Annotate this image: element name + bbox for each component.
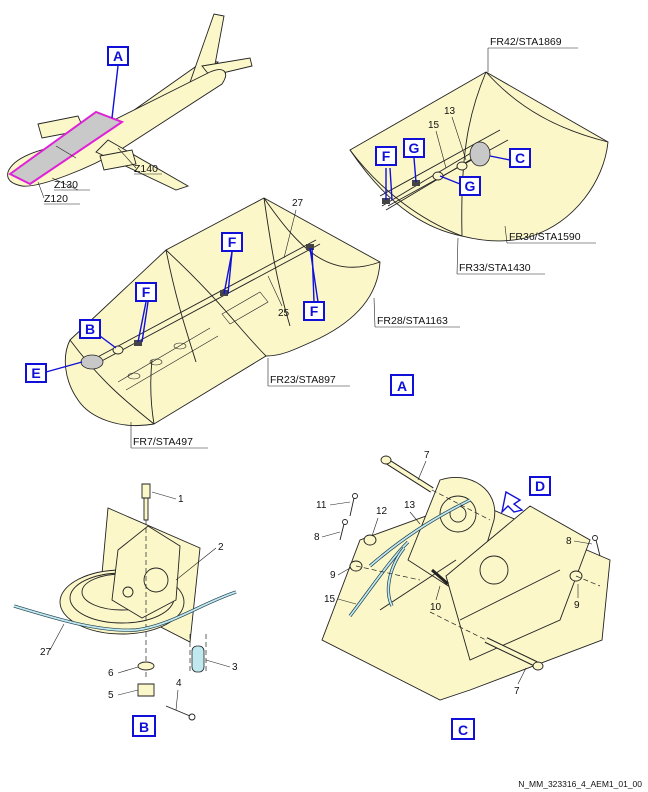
item-27-forward: 27 bbox=[292, 198, 304, 209]
view-label-c: C bbox=[451, 718, 475, 740]
svg-text:B: B bbox=[139, 719, 149, 735]
zone-label-z130: Z130 bbox=[54, 179, 78, 191]
callout-c-aft: C bbox=[509, 148, 531, 168]
item-8-left: 8 bbox=[314, 532, 320, 543]
svg-text:A: A bbox=[113, 48, 123, 64]
item-6-detail-b: 6 bbox=[108, 668, 114, 679]
frame-fr36: FR36/STA1590 bbox=[509, 231, 581, 243]
detail-c-bracket-assembly bbox=[321, 455, 611, 701]
item-1-detail-b: 1 bbox=[178, 494, 184, 505]
item-27-detail-b: 27 bbox=[40, 647, 52, 658]
callout-f-forward-upper: F bbox=[221, 232, 243, 252]
forward-fuselage-section bbox=[64, 197, 381, 426]
svg-text:G: G bbox=[409, 140, 420, 156]
zone-label-z120: Z120 bbox=[44, 193, 68, 205]
view-label-a: A bbox=[390, 374, 414, 396]
svg-text:C: C bbox=[515, 150, 525, 166]
svg-text:G: G bbox=[465, 178, 476, 194]
svg-text:F: F bbox=[142, 284, 151, 300]
item-13-aft: 13 bbox=[444, 106, 456, 117]
callout-f-aft: F bbox=[375, 146, 397, 166]
item-3-detail-b: 3 bbox=[232, 662, 238, 673]
item-4-detail-b: 4 bbox=[176, 678, 182, 689]
svg-text:C: C bbox=[458, 722, 468, 738]
item-10-detail-c: 10 bbox=[430, 602, 442, 613]
callout-a-aircraft: A bbox=[107, 46, 129, 66]
callout-d-detail-c: D bbox=[529, 476, 551, 496]
svg-text:E: E bbox=[31, 365, 40, 381]
item-9-left: 9 bbox=[330, 570, 336, 581]
frame-fr23: FR23/STA897 bbox=[270, 374, 336, 386]
callout-f-forward-left: F bbox=[135, 282, 157, 302]
aft-fuselage-section bbox=[349, 71, 609, 242]
zone-label-z140: Z140 bbox=[134, 163, 158, 175]
callout-f-forward-right: F bbox=[303, 301, 325, 321]
aircraft-illustration bbox=[7, 13, 253, 199]
svg-text:F: F bbox=[382, 148, 391, 164]
item-12-detail-c: 12 bbox=[376, 506, 388, 517]
cargo-zone-highlight bbox=[8, 110, 125, 186]
item-15-detail-c: 15 bbox=[324, 594, 336, 605]
svg-text:A: A bbox=[397, 378, 407, 394]
callout-g-lower: G bbox=[459, 176, 481, 196]
item-8-right: 8 bbox=[566, 536, 572, 547]
item-15-aft: 15 bbox=[428, 120, 440, 131]
item-25-forward: 25 bbox=[278, 308, 290, 319]
item-5-detail-b: 5 bbox=[108, 690, 114, 701]
svg-text:F: F bbox=[228, 234, 237, 250]
item-13-detail-c: 13 bbox=[404, 500, 416, 511]
svg-text:F: F bbox=[310, 303, 319, 319]
frame-fr28: FR28/STA1163 bbox=[377, 315, 448, 327]
item-9-right: 9 bbox=[574, 600, 580, 611]
item-11-detail-c: 11 bbox=[316, 500, 327, 511]
detail-b-pulley-assembly bbox=[13, 483, 237, 721]
callout-g-upper: G bbox=[403, 138, 425, 158]
callout-b-forward: B bbox=[79, 319, 101, 339]
drawing-reference: N_MM_323316_4_AEM1_01_00 bbox=[518, 779, 642, 789]
item-7-top: 7 bbox=[424, 450, 430, 461]
svg-text:B: B bbox=[85, 321, 95, 337]
frame-fr7: FR7/STA497 bbox=[133, 436, 193, 448]
svg-text:D: D bbox=[535, 478, 545, 494]
view-label-b: B bbox=[132, 715, 156, 737]
item-7-bottom: 7 bbox=[514, 686, 520, 697]
frame-fr42: FR42/STA1869 bbox=[490, 36, 562, 48]
item-2-detail-b: 2 bbox=[218, 542, 224, 553]
frame-fr33: FR33/STA1430 bbox=[459, 262, 531, 274]
callout-e-forward: E bbox=[25, 363, 47, 383]
